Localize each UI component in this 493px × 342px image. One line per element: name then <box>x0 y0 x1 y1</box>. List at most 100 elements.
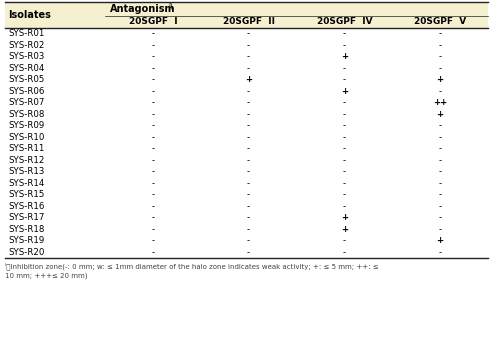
Text: +: + <box>437 236 444 245</box>
Text: -: - <box>247 248 250 257</box>
Text: SYS-R03: SYS-R03 <box>8 52 44 61</box>
Text: -: - <box>151 156 154 165</box>
Text: -: - <box>439 29 442 38</box>
Text: SYS-R04: SYS-R04 <box>8 64 44 73</box>
Text: -: - <box>151 41 154 50</box>
Text: -: - <box>151 179 154 188</box>
Text: -: - <box>343 121 346 130</box>
Text: -: - <box>439 144 442 153</box>
Text: -: - <box>343 248 346 257</box>
Text: +: + <box>437 75 444 84</box>
Bar <box>5 224 488 235</box>
Text: -: - <box>343 98 346 107</box>
Text: SYS-R05: SYS-R05 <box>8 75 44 84</box>
Text: +: + <box>341 87 348 96</box>
Text: -: - <box>343 41 346 50</box>
Text: 20SGPF  II: 20SGPF II <box>223 17 275 26</box>
Text: -: - <box>343 190 346 199</box>
Bar <box>5 120 488 132</box>
Text: -: - <box>439 213 442 222</box>
Text: Isolates: Isolates <box>8 10 51 20</box>
Text: -: - <box>247 64 250 73</box>
Text: -: - <box>151 29 154 38</box>
Text: -: - <box>343 179 346 188</box>
Text: -: - <box>439 52 442 61</box>
Text: +: + <box>341 52 348 61</box>
Text: SYS-R14: SYS-R14 <box>8 179 44 188</box>
Text: SYS-R07: SYS-R07 <box>8 98 44 107</box>
Text: -: - <box>439 133 442 142</box>
Bar <box>5 74 488 86</box>
Text: -: - <box>247 121 250 130</box>
Text: -: - <box>151 144 154 153</box>
Text: -: - <box>247 167 250 176</box>
Bar <box>5 108 488 120</box>
Text: -: - <box>439 248 442 257</box>
Text: -: - <box>151 236 154 245</box>
Text: -: - <box>439 167 442 176</box>
Text: -: - <box>151 64 154 73</box>
Text: -: - <box>439 87 442 96</box>
Text: -: - <box>247 213 250 222</box>
Text: +: + <box>245 75 252 84</box>
Text: SYS-R20: SYS-R20 <box>8 248 44 257</box>
Text: SYS-R12: SYS-R12 <box>8 156 44 165</box>
Text: ᴵ⧸Inhibition zone(-: 0 mm; w: ≤ 1mm diameter of the halo zone indicates weak act: ᴵ⧸Inhibition zone(-: 0 mm; w: ≤ 1mm diam… <box>5 262 379 279</box>
Text: Antagonism: Antagonism <box>110 4 176 14</box>
Text: -: - <box>343 75 346 84</box>
Text: -: - <box>247 110 250 119</box>
Text: -: - <box>151 75 154 84</box>
Text: -: - <box>247 236 250 245</box>
Text: -: - <box>247 144 250 153</box>
Text: SYS-R01: SYS-R01 <box>8 29 44 38</box>
Bar <box>5 51 488 63</box>
Text: -: - <box>151 121 154 130</box>
Text: -: - <box>439 156 442 165</box>
Text: -: - <box>343 167 346 176</box>
Text: ++: ++ <box>433 98 447 107</box>
Text: -: - <box>151 167 154 176</box>
Bar <box>5 97 488 108</box>
Text: -: - <box>247 98 250 107</box>
Text: -: - <box>151 190 154 199</box>
Text: -: - <box>343 133 346 142</box>
Text: SYS-R10: SYS-R10 <box>8 133 44 142</box>
Text: -: - <box>439 225 442 234</box>
Text: SYS-R16: SYS-R16 <box>8 202 44 211</box>
Text: SYS-R19: SYS-R19 <box>8 236 44 245</box>
Text: -: - <box>247 52 250 61</box>
Text: SYS-R06: SYS-R06 <box>8 87 44 96</box>
Text: SYS-R18: SYS-R18 <box>8 225 44 234</box>
Bar <box>5 155 488 166</box>
Text: -: - <box>247 29 250 38</box>
Text: -: - <box>151 98 154 107</box>
Text: -: - <box>151 225 154 234</box>
Bar <box>5 132 488 143</box>
Text: -: - <box>151 52 154 61</box>
Text: -: - <box>439 190 442 199</box>
Text: 20SGPF  V: 20SGPF V <box>414 17 466 26</box>
Bar <box>5 212 488 224</box>
Text: -: - <box>151 248 154 257</box>
Bar <box>5 39 488 51</box>
Bar <box>5 247 488 258</box>
Text: -: - <box>343 29 346 38</box>
Text: 20SGPF  I: 20SGPF I <box>129 17 177 26</box>
Text: -: - <box>439 64 442 73</box>
Bar <box>5 166 488 177</box>
Bar <box>5 177 488 189</box>
Text: -: - <box>151 133 154 142</box>
Text: 20SGPF  IV: 20SGPF IV <box>317 17 372 26</box>
Text: -: - <box>247 202 250 211</box>
Text: SYS-R09: SYS-R09 <box>8 121 44 130</box>
Bar <box>5 189 488 200</box>
Bar <box>5 86 488 97</box>
Text: SYS-R02: SYS-R02 <box>8 41 44 50</box>
Text: -: - <box>247 133 250 142</box>
Text: SYS-R08: SYS-R08 <box>8 110 44 119</box>
Text: -: - <box>151 202 154 211</box>
Text: -: - <box>343 110 346 119</box>
Bar <box>5 28 488 39</box>
Text: I): I) <box>168 3 173 9</box>
Text: -: - <box>151 213 154 222</box>
